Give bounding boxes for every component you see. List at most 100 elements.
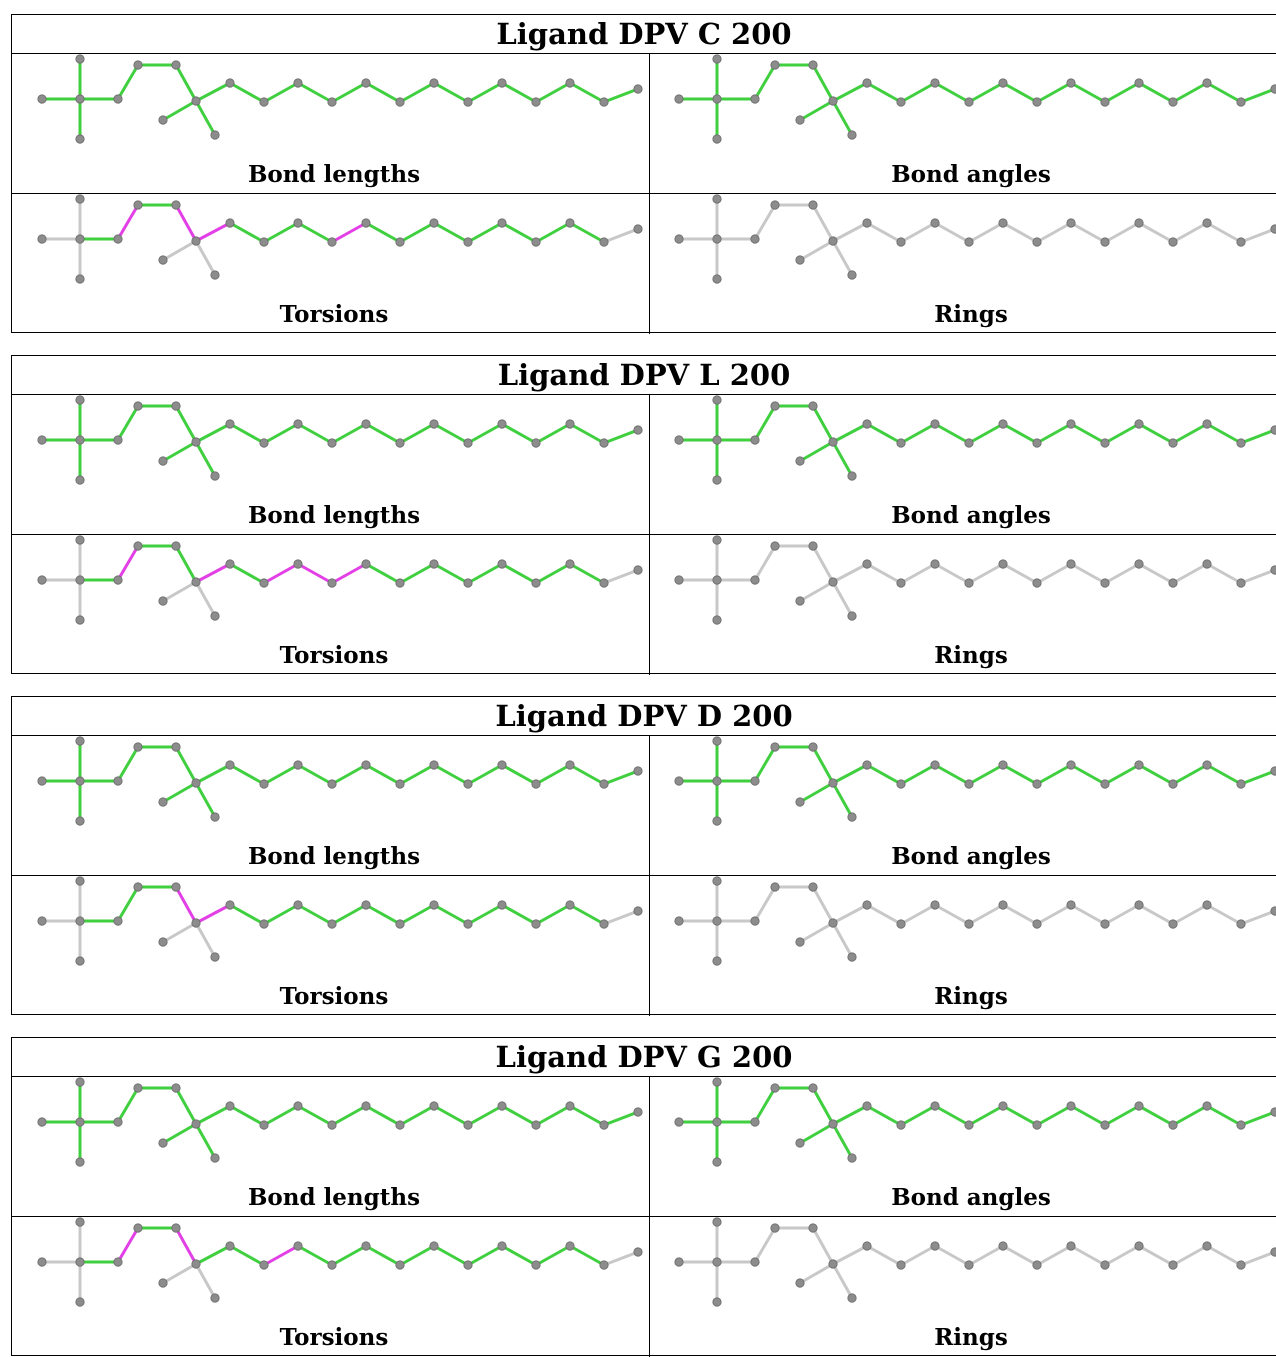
bond: [831, 1104, 869, 1126]
molecule-view-rings: Rings: [657, 194, 1276, 332]
bond: [811, 885, 835, 925]
atom: [1168, 438, 1178, 448]
molecule-diagram: [674, 1077, 1276, 1167]
atom: [1202, 218, 1212, 228]
bond: [364, 1244, 402, 1267]
bond: [194, 763, 232, 785]
view-caption: Bond angles: [891, 1184, 1051, 1211]
atom: [225, 760, 235, 770]
atom: [429, 1241, 439, 1251]
bond: [1069, 763, 1107, 786]
atom: [1236, 97, 1246, 107]
atom: [1168, 237, 1178, 247]
bond: [1137, 763, 1175, 786]
panel-title: Ligand DPV C 200: [496, 17, 792, 51]
atom: [133, 1223, 143, 1233]
atom: [808, 742, 818, 752]
bond: [296, 1244, 334, 1267]
atom: [896, 1120, 906, 1130]
atom: [1066, 78, 1076, 88]
ligand-panel: Ligand DPV G 200 Bond lengths Bond angle…: [11, 1037, 1276, 1357]
atom: [361, 1101, 371, 1111]
atom: [964, 237, 974, 247]
atom: [795, 1278, 805, 1288]
bond: [296, 221, 334, 244]
bond: [933, 562, 971, 585]
bond: [1171, 221, 1209, 244]
atom: [531, 779, 541, 789]
atom: [565, 760, 575, 770]
atom: [896, 1260, 906, 1270]
bond: [534, 1244, 572, 1267]
atom: [191, 778, 201, 788]
atom: [674, 234, 684, 244]
atom: [599, 237, 609, 247]
ligand-panel: Ligand DPV C 200 Bond lengths Bond angle…: [11, 14, 1276, 334]
bond: [432, 903, 470, 926]
divider: [649, 53, 650, 334]
atom: [158, 456, 168, 466]
bond: [1103, 903, 1141, 926]
bond: [1001, 1104, 1039, 1127]
molecule-view-rings: Rings: [657, 876, 1276, 1014]
atom: [293, 78, 303, 88]
bond: [831, 1122, 854, 1160]
atom: [896, 97, 906, 107]
atom: [191, 236, 201, 246]
atom: [531, 1260, 541, 1270]
bond: [899, 1244, 937, 1267]
atom: [1134, 218, 1144, 228]
atom: [674, 575, 684, 585]
bond: [1239, 87, 1276, 104]
atom: [1066, 1241, 1076, 1251]
molecule-diagram: [37, 54, 643, 144]
atom: [712, 916, 722, 926]
atom: [828, 577, 838, 587]
bond: [1069, 562, 1107, 585]
atom: [395, 578, 405, 588]
bond: [1239, 909, 1276, 926]
atom: [1168, 1260, 1178, 1270]
bond: [831, 1244, 869, 1266]
atom: [862, 760, 872, 770]
bond: [194, 1244, 232, 1266]
view-caption: Rings: [934, 301, 1008, 328]
atom: [565, 1241, 575, 1251]
bond: [1035, 1244, 1073, 1267]
bond: [933, 221, 971, 244]
bond: [330, 562, 368, 585]
atom: [828, 1259, 838, 1269]
atom: [1134, 1241, 1144, 1251]
atom: [770, 742, 780, 752]
atom: [847, 611, 857, 621]
atom: [463, 1120, 473, 1130]
bond: [1239, 1250, 1276, 1267]
molecule-diagram: [674, 876, 1276, 966]
atom: [1100, 578, 1110, 588]
bond: [753, 745, 777, 783]
atom: [429, 900, 439, 910]
view-caption: Torsions: [279, 983, 389, 1010]
atom: [1236, 578, 1246, 588]
atom: [998, 900, 1008, 910]
atom: [1236, 1120, 1246, 1130]
atom: [1032, 237, 1042, 247]
ligand-panel: Ligand DPV D 200 Bond lengths Bond angle…: [11, 696, 1276, 1016]
atom: [930, 1101, 940, 1111]
atom: [998, 419, 1008, 429]
atom: [75, 615, 85, 625]
bond: [831, 99, 854, 137]
atom: [1168, 919, 1178, 929]
atom: [1202, 900, 1212, 910]
atom: [795, 596, 805, 606]
molecule-diagram: [37, 535, 643, 625]
bond: [811, 1086, 835, 1126]
atom: [808, 200, 818, 210]
atom: [113, 1117, 123, 1127]
atom: [998, 760, 1008, 770]
bond: [466, 1104, 504, 1127]
bond: [1137, 221, 1175, 244]
bond: [116, 885, 140, 923]
atom: [712, 1077, 722, 1087]
atom: [1270, 224, 1276, 234]
